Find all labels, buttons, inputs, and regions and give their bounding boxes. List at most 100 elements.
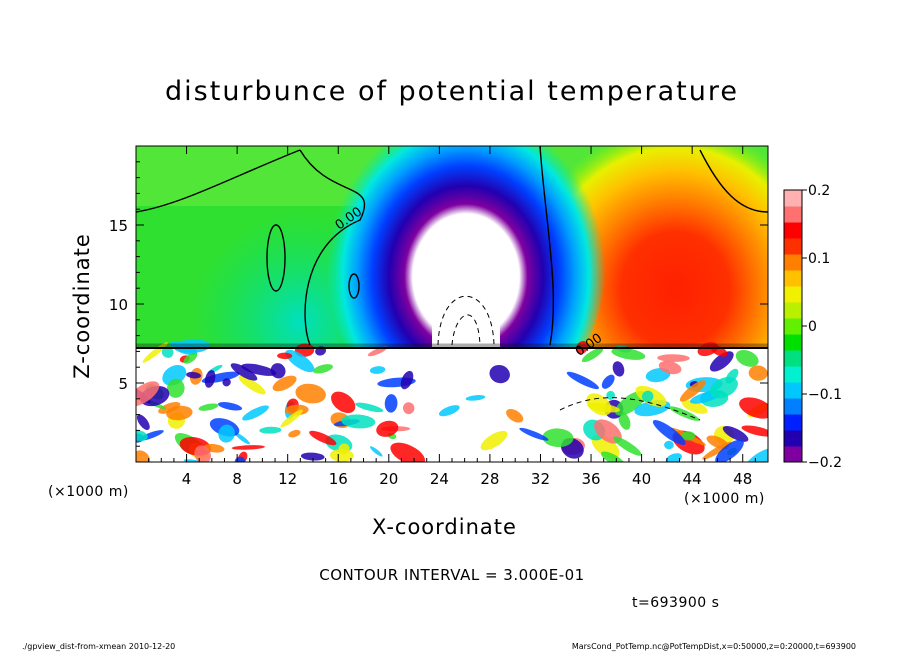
- colorbar-swatch: [784, 334, 802, 351]
- x-tick-label: 12: [278, 470, 297, 488]
- turbulence-blob: [235, 432, 250, 445]
- turbulence-blob: [136, 429, 148, 441]
- colorbar-swatch: [784, 238, 802, 255]
- footer-left: ./gpview_dist-from-xmean 2010-12-20: [22, 642, 176, 651]
- turbulence-blob: [231, 445, 265, 450]
- turbulence-blob: [166, 405, 193, 421]
- turbulence-blob: [331, 391, 356, 414]
- turbulence-blob: [506, 409, 524, 423]
- colorbar-swatch: [784, 398, 802, 415]
- turbulence-blob: [519, 427, 549, 441]
- colorbar-swatch: [784, 270, 802, 287]
- contour-upper-left: [136, 149, 301, 213]
- colorbar-swatch: [784, 254, 802, 271]
- x-tick-label: 24: [430, 470, 449, 488]
- colorbar-swatch: [784, 190, 802, 207]
- turbulence-blob: [679, 380, 706, 402]
- turbulence-blob: [566, 371, 600, 390]
- turbulence-blob: [402, 402, 415, 415]
- y-tick-label: 10: [109, 296, 128, 314]
- turbulence-blob: [355, 402, 384, 413]
- colorbar-swatch: [784, 222, 802, 239]
- x-tick-label: 16: [329, 470, 348, 488]
- turbulence-blob: [615, 390, 646, 416]
- time-stamp: t=693900 s: [632, 595, 720, 611]
- turbulence-blob: [581, 347, 604, 363]
- x-axis-label: X-coordinate: [372, 515, 517, 539]
- field-layer: [136, 146, 768, 462]
- footer-right: MarsCond_PotTemp.nc@PotTempDist,x=0:5000…: [571, 642, 856, 651]
- colorbar-tick-label: 0.1: [808, 251, 830, 267]
- contour-loop-2: [348, 273, 360, 299]
- turbulence-blob: [665, 453, 682, 462]
- y-tick-label: 5: [118, 375, 128, 393]
- turbulence-blob: [601, 451, 625, 462]
- turbulence-blob: [161, 346, 174, 358]
- turbulence-blob: [741, 425, 768, 437]
- turbulence-blob: [715, 439, 744, 462]
- turbulence-blob: [218, 424, 235, 443]
- colorbar-swatch: [784, 350, 802, 367]
- x-tick-label: 28: [480, 470, 499, 488]
- turbulence-blob: [369, 366, 386, 374]
- colorbar: 0.2 0.1 0 −0.1 −0.2: [783, 183, 842, 471]
- turbulence-blob: [465, 394, 486, 401]
- turbulence-blob: [618, 411, 631, 430]
- turbulence-blob: [280, 409, 303, 428]
- turbulence-blob: [601, 374, 615, 389]
- x-tick-label: 32: [531, 470, 550, 488]
- x-unit-left: (×1000 m): [48, 484, 129, 500]
- turbulence-blob: [376, 420, 399, 437]
- x-tick-label: 8: [232, 470, 242, 488]
- y-ticks: 5 10 15: [109, 161, 768, 447]
- turbulence-blob: [744, 448, 768, 462]
- turbulence-blob: [681, 400, 708, 414]
- colorbar-swatch: [784, 414, 802, 431]
- turbulence-blob: [158, 402, 181, 414]
- dashed-contour-2: [437, 295, 495, 346]
- colorbar-swatch: [784, 430, 802, 447]
- turbulence-blob: [591, 434, 620, 459]
- chart-title: disturbunce of potential temperature: [165, 76, 739, 107]
- colorbar-swatch: [784, 366, 802, 383]
- turbulence-blob: [136, 414, 150, 430]
- turbulence-blob: [198, 403, 219, 411]
- turbulence-blob: [295, 383, 326, 404]
- turbulence-blob: [194, 445, 211, 462]
- turbulence-blob: [613, 436, 642, 456]
- contour-upper-right: [699, 149, 768, 213]
- turbulence-blob: [166, 378, 185, 398]
- turbulence-blob: [748, 365, 768, 381]
- plume-core: [432, 240, 500, 348]
- colorbar-swatch: [784, 382, 802, 399]
- turbulence-blob: [652, 419, 686, 446]
- turbulence-blob: [681, 431, 696, 441]
- turbulence-blob: [739, 397, 768, 419]
- turbulence-blob: [222, 378, 231, 387]
- turbulence-blob: [725, 368, 739, 384]
- turbulence-blob: [285, 404, 309, 416]
- x-tick-label: 20: [379, 470, 398, 488]
- colorbar-tick-label: 0.2: [808, 183, 830, 199]
- colorbar-tick-label: 0: [808, 319, 817, 335]
- contour-loop-1: [266, 224, 286, 292]
- lower-layer-turbulence: [136, 339, 768, 462]
- x-unit-right: (×1000 m): [684, 491, 765, 507]
- colorbar-swatch: [784, 446, 802, 463]
- turbulence-blob: [384, 394, 398, 413]
- turbulence-blob: [735, 349, 759, 367]
- turbulence-blob: [259, 426, 282, 434]
- turbulence-blob: [542, 428, 574, 448]
- turbulence-blob: [657, 354, 690, 362]
- contour-zero-right: [539, 146, 555, 346]
- turbulence-blob: [218, 402, 243, 411]
- x-ticks: 4 8 12 16 20 24 28 32 36 40 44 48: [148, 146, 756, 488]
- turbulence-blob: [338, 443, 350, 455]
- turbulence-blob: [664, 440, 674, 450]
- turbulence-blob: [400, 370, 414, 390]
- boundary-band: [136, 343, 768, 349]
- turbulence-blob: [242, 405, 269, 421]
- turbulence-blob: [709, 351, 734, 372]
- turbulence-blob: [341, 414, 376, 429]
- turbulence-blob: [369, 446, 383, 457]
